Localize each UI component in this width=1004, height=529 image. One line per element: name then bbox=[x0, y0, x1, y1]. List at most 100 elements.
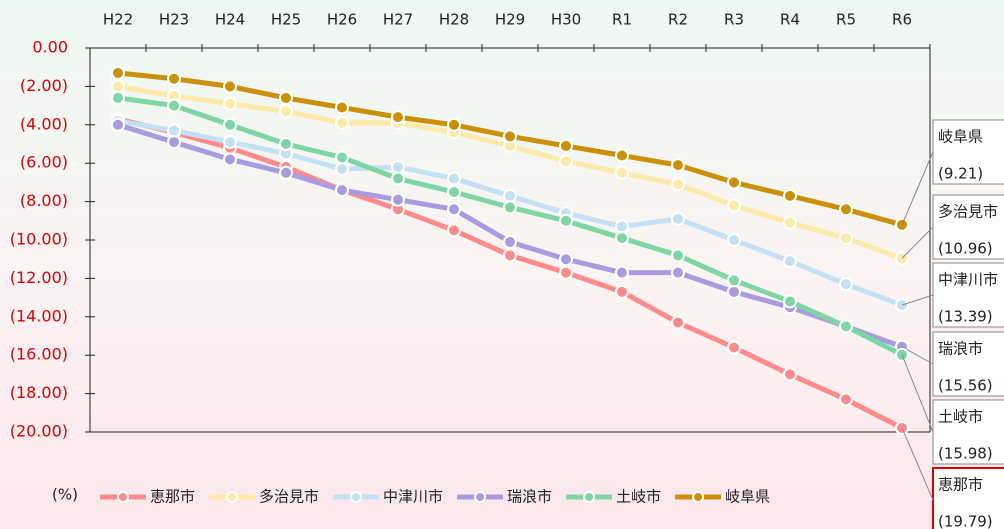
point bbox=[840, 232, 852, 244]
point bbox=[504, 190, 516, 202]
point bbox=[616, 232, 628, 244]
point bbox=[504, 236, 516, 248]
point bbox=[504, 249, 516, 261]
y-tick-label: (12.00) bbox=[10, 268, 68, 287]
y-tick-label: (18.00) bbox=[10, 383, 68, 402]
point bbox=[560, 267, 572, 279]
end-label-name: 土岐市 bbox=[938, 408, 983, 426]
point bbox=[448, 119, 460, 131]
point bbox=[784, 255, 796, 267]
legend-label: 岐阜県 bbox=[725, 488, 770, 506]
end-label-name: 多治見市 bbox=[938, 203, 998, 221]
point bbox=[448, 186, 460, 198]
end-label-value: (19.79) bbox=[938, 513, 993, 529]
x-tick-label: R2 bbox=[668, 11, 688, 29]
chart: (%) 0.00(2.00)(4.00)(6.00)(8.00)(10.00)(… bbox=[0, 0, 1004, 529]
end-label-name: 岐阜県 bbox=[938, 128, 983, 146]
point bbox=[336, 102, 348, 114]
point bbox=[672, 178, 684, 190]
x-tick-label: H30 bbox=[551, 11, 581, 29]
legend-label: 瑞浪市 bbox=[507, 488, 552, 506]
point bbox=[560, 140, 572, 152]
point bbox=[448, 224, 460, 236]
point bbox=[616, 167, 628, 179]
point bbox=[168, 100, 180, 112]
point bbox=[616, 221, 628, 233]
y-tick-label: (10.00) bbox=[10, 230, 68, 249]
point bbox=[616, 267, 628, 279]
point bbox=[560, 215, 572, 227]
point bbox=[728, 274, 740, 286]
point bbox=[224, 119, 236, 131]
y-tick-label: (14.00) bbox=[10, 306, 68, 325]
x-tick-label: H27 bbox=[383, 11, 413, 29]
point bbox=[224, 98, 236, 110]
y-tick-label: (6.00) bbox=[20, 153, 68, 172]
point bbox=[672, 159, 684, 171]
x-tick-label: H24 bbox=[215, 11, 245, 29]
point bbox=[168, 125, 180, 137]
point bbox=[168, 73, 180, 85]
x-tick-label: H29 bbox=[495, 11, 525, 29]
x-tick-label: R5 bbox=[836, 11, 856, 29]
legend-marker bbox=[351, 492, 361, 502]
point bbox=[840, 393, 852, 405]
point bbox=[280, 92, 292, 104]
x-tick-label: R1 bbox=[612, 11, 632, 29]
legend-marker bbox=[584, 492, 594, 502]
point bbox=[280, 105, 292, 117]
point bbox=[448, 173, 460, 185]
y-tick-label: (4.00) bbox=[20, 114, 68, 133]
point bbox=[448, 203, 460, 215]
legend-label: 中津川市 bbox=[383, 488, 443, 506]
end-label-value: (15.98) bbox=[938, 445, 993, 463]
point bbox=[728, 199, 740, 211]
point bbox=[392, 161, 404, 173]
point bbox=[336, 163, 348, 175]
point bbox=[616, 150, 628, 162]
point bbox=[336, 151, 348, 163]
end-label-value: (15.56) bbox=[938, 377, 993, 395]
point bbox=[336, 117, 348, 129]
legend-marker bbox=[693, 492, 703, 502]
y-tick-label: (20.00) bbox=[10, 422, 68, 441]
x-tick-label: H22 bbox=[103, 11, 133, 29]
y-tick-label: (16.00) bbox=[10, 345, 68, 364]
point bbox=[280, 138, 292, 150]
x-tick-label: H28 bbox=[439, 11, 469, 29]
point bbox=[224, 136, 236, 148]
legend-label: 土岐市 bbox=[616, 488, 661, 506]
point bbox=[392, 194, 404, 206]
x-tick-label: H23 bbox=[159, 11, 189, 29]
background bbox=[0, 0, 1004, 529]
point bbox=[392, 111, 404, 123]
point bbox=[504, 201, 516, 213]
point bbox=[784, 295, 796, 307]
end-label-name: 中津川市 bbox=[938, 271, 998, 289]
y-tick-label: (2.00) bbox=[20, 76, 68, 95]
point bbox=[784, 190, 796, 202]
end-label-value: (13.39) bbox=[938, 308, 993, 326]
point bbox=[728, 176, 740, 188]
point bbox=[112, 119, 124, 131]
x-tick-label: R3 bbox=[724, 11, 744, 29]
point bbox=[672, 317, 684, 329]
point bbox=[840, 320, 852, 332]
point bbox=[112, 67, 124, 79]
end-label-value: (10.96) bbox=[938, 240, 993, 258]
point bbox=[560, 253, 572, 265]
end-label-name: 恵那市 bbox=[938, 476, 983, 494]
point bbox=[672, 213, 684, 225]
legend-marker bbox=[227, 492, 237, 502]
legend-label: 多治見市 bbox=[259, 488, 319, 506]
point bbox=[728, 286, 740, 298]
point bbox=[728, 342, 740, 354]
x-tick-label: H25 bbox=[271, 11, 301, 29]
y-tick-label: (8.00) bbox=[20, 191, 68, 210]
point bbox=[672, 249, 684, 261]
point bbox=[616, 286, 628, 298]
point bbox=[784, 368, 796, 380]
point bbox=[504, 130, 516, 142]
point bbox=[280, 167, 292, 179]
point bbox=[392, 173, 404, 185]
